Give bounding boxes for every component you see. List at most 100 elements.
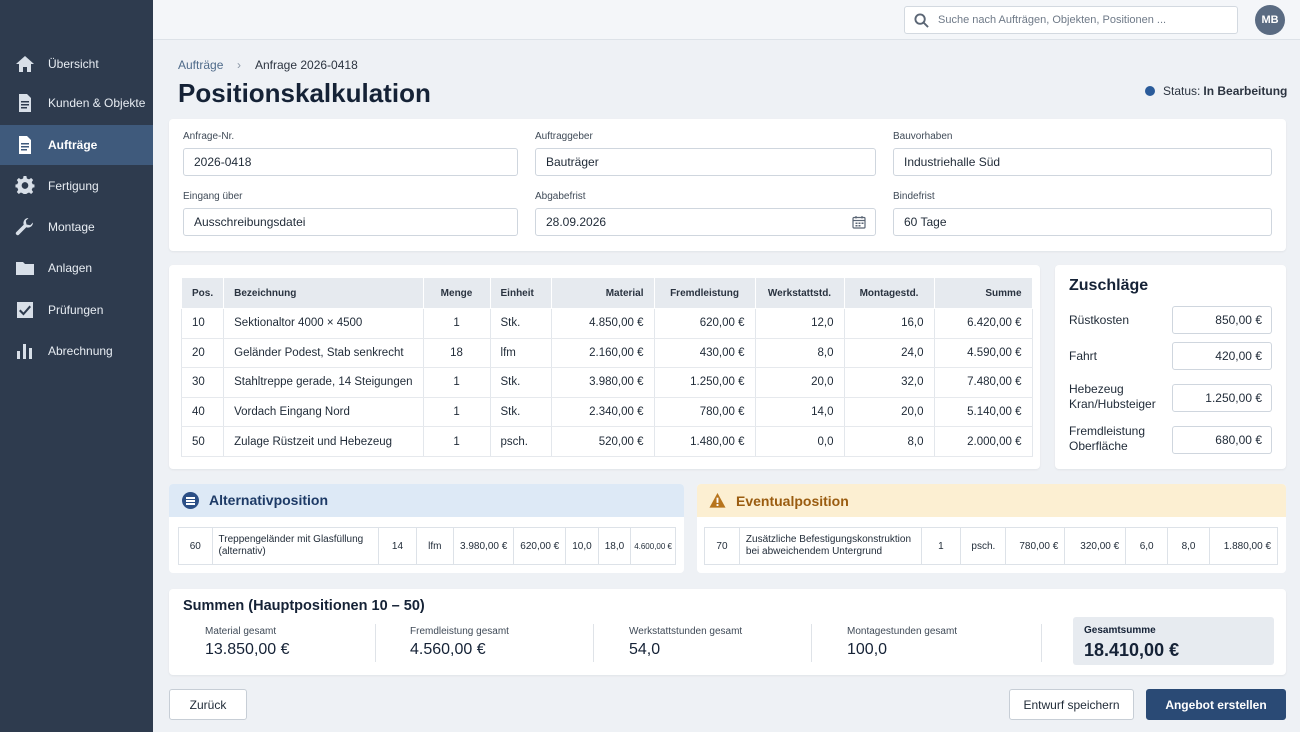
cell-einheit[interactable]: Stk.	[490, 308, 552, 339]
cell-einheit[interactable]: lfm	[490, 338, 552, 369]
table-row[interactable]: 40 Vordach Eingang Nord 1 Stk. 2.340,00 …	[180, 397, 1033, 428]
cell-fremdleistung[interactable]: 620,00 €	[513, 527, 567, 565]
cell-menge[interactable]: 1	[423, 367, 491, 398]
breadcrumb-parent-link[interactable]: Aufträge	[178, 58, 224, 72]
cell-werkstattstd[interactable]: 20,0	[755, 367, 845, 398]
save-draft-button[interactable]: Entwurf speichern	[1009, 689, 1134, 720]
cell-bezeichnung[interactable]: Sektionaltor 4000 × 4500	[223, 308, 424, 339]
search-box[interactable]	[904, 6, 1238, 34]
col-header-pos[interactable]: Pos.	[180, 277, 225, 309]
table-row[interactable]: 30 Stahltreppe gerade, 14 Steigungen 1 S…	[180, 367, 1033, 398]
cell-werkstattstd[interactable]: 8,0	[755, 338, 845, 369]
col-header-werkstattstd[interactable]: Werkstattstd.	[754, 277, 845, 309]
table-row[interactable]: 60 Treppengeländer mit Glasfüllung (alte…	[178, 527, 676, 565]
cell-einheit[interactable]: psch.	[960, 527, 1007, 565]
cell-montagestd[interactable]: 18,0	[597, 527, 632, 565]
eingang-field[interactable]: Ausschreibungsdatei	[183, 208, 518, 236]
sidebar-item-abrechnung[interactable]: Abrechnung	[0, 331, 153, 371]
cell-menge[interactable]: 14	[378, 527, 417, 565]
cell-einheit[interactable]: Stk.	[490, 397, 552, 428]
bauvorhaben-field[interactable]: Industriehalle Süd	[893, 148, 1272, 176]
cell-material[interactable]: 3.980,00 €	[453, 527, 515, 565]
cell-fremdleistung[interactable]: 430,00 €	[654, 338, 756, 369]
sidebar-item-fertigung[interactable]: Fertigung	[0, 166, 153, 206]
sidebar-item-pruefungen[interactable]: Prüfungen	[0, 290, 153, 330]
cell-werkstattstd[interactable]: 0,0	[755, 426, 845, 457]
cell-werkstattstd[interactable]: 12,0	[755, 308, 845, 339]
montagestunden-gesamt-label: Montagestunden gesamt	[847, 626, 958, 637]
cell-material[interactable]: 520,00 €	[551, 426, 655, 457]
cell-menge[interactable]: 1	[423, 308, 491, 339]
ruestkosten-field[interactable]: 850,00 €	[1172, 306, 1272, 334]
fremdleistung-oberflaeche-field[interactable]: 680,00 €	[1172, 426, 1272, 454]
cell-werkstattstd[interactable]: 14,0	[755, 397, 845, 428]
cell-bezeichnung[interactable]: Zusätzliche Befestigungskonstruktion bei…	[738, 527, 922, 565]
montagestunden-gesamt-value: 100,0	[847, 641, 888, 658]
sidebar-item-uebersicht[interactable]: Übersicht	[0, 44, 153, 84]
cell-fremdleistung[interactable]: 620,00 €	[654, 308, 756, 339]
sidebar-item-montage[interactable]: Montage	[0, 207, 153, 247]
cell-einheit[interactable]: Stk.	[490, 367, 552, 398]
cell-bezeichnung[interactable]: Stahltreppe gerade, 14 Steigungen	[223, 367, 424, 398]
anfrage-nr-field[interactable]: 2026-0418	[183, 148, 518, 176]
cell-bezeichnung[interactable]: Geländer Podest, Stab senkrecht	[223, 338, 424, 369]
cell-bezeichnung[interactable]: Treppengeländer mit Glasfüllung (alterna…	[211, 527, 380, 565]
col-header-material[interactable]: Material	[550, 277, 655, 309]
document-icon	[0, 93, 48, 113]
col-header-einheit[interactable]: Einheit	[489, 277, 552, 309]
cell-einheit[interactable]: psch.	[490, 426, 552, 457]
col-header-summe[interactable]: Summe	[933, 277, 1033, 309]
cell-montagestd[interactable]: 20,0	[844, 397, 935, 428]
col-header-menge[interactable]: Menge	[422, 277, 491, 309]
bindefrist-field[interactable]: 60 Tage	[893, 208, 1272, 236]
table-row[interactable]: 20 Geländer Podest, Stab senkrecht 18 lf…	[180, 338, 1033, 369]
sidebar-item-anlagen[interactable]: Anlagen	[0, 248, 153, 288]
cell-menge[interactable]: 1	[920, 527, 962, 565]
col-header-montagestd[interactable]: Montagestd.	[843, 277, 935, 309]
cell-menge[interactable]: 1	[423, 397, 491, 428]
bindefrist-label: Bindefrist	[893, 191, 935, 202]
cell-montagestd[interactable]: 24,0	[844, 338, 935, 369]
cell-montagestd[interactable]: 32,0	[844, 367, 935, 398]
table-row[interactable]: 70 Zusätzliche Befestigungskonstruktion …	[704, 527, 1279, 565]
cell-fremdleistung[interactable]: 320,00 €	[1064, 527, 1127, 565]
bauvorhaben-label: Bauvorhaben	[893, 131, 953, 142]
table-row[interactable]: 50 Zulage Rüstzeit und Hebezeug 1 psch. …	[180, 426, 1033, 457]
hebezeug-field[interactable]: 1.250,00 €	[1172, 384, 1272, 412]
cell-bezeichnung[interactable]: Zulage Rüstzeit und Hebezeug	[223, 426, 424, 457]
create-offer-button[interactable]: Angebot erstellen	[1146, 689, 1286, 720]
cell-montagestd[interactable]: 8,0	[1167, 527, 1210, 565]
cell-werkstattstd[interactable]: 10,0	[565, 527, 599, 565]
cell-fremdleistung[interactable]: 1.480,00 €	[654, 426, 756, 457]
sidebar-item-auftraege[interactable]: Aufträge	[0, 125, 153, 165]
wrench-icon	[0, 217, 48, 237]
cell-material[interactable]: 2.340,00 €	[551, 397, 655, 428]
cell-fremdleistung[interactable]: 780,00 €	[654, 397, 756, 428]
cell-material[interactable]: 3.980,00 €	[551, 367, 655, 398]
abgabefrist-field[interactable]: 28.09.2026	[535, 208, 876, 236]
cell-montagestd[interactable]: 8,0	[844, 426, 935, 457]
table-row[interactable]: 10 Sektionaltor 4000 × 4500 1 Stk. 4.850…	[180, 308, 1033, 339]
cell-bezeichnung[interactable]: Vordach Eingang Nord	[223, 397, 424, 428]
cell-menge[interactable]: 1	[423, 426, 491, 457]
cell-menge[interactable]: 18	[423, 338, 491, 369]
calendar-icon[interactable]	[852, 215, 866, 229]
cell-material[interactable]: 2.160,00 €	[551, 338, 655, 369]
cell-montagestd[interactable]: 16,0	[844, 308, 935, 339]
search-input[interactable]	[938, 14, 1228, 26]
cell-werkstattstd[interactable]: 6,0	[1125, 527, 1169, 565]
gesamtsumme-box: Gesamtsumme 18.410,00 €	[1073, 617, 1274, 665]
auftraggeber-field[interactable]: Bauträger	[535, 148, 876, 176]
cell-material[interactable]: 4.850,00 €	[551, 308, 655, 339]
avatar[interactable]: MB	[1255, 5, 1285, 35]
col-header-fremdleistung[interactable]: Fremdleistung	[653, 277, 756, 309]
cell-fremdleistung[interactable]: 1.250,00 €	[654, 367, 756, 398]
fahrt-field[interactable]: 420,00 €	[1172, 342, 1272, 370]
back-button[interactable]: Zurück	[169, 689, 247, 720]
cell-einheit[interactable]: lfm	[415, 527, 455, 565]
divider	[811, 624, 812, 662]
sidebar-item-kunden[interactable]: Kunden & Objekte	[0, 83, 153, 123]
col-header-bezeichnung[interactable]: Bezeichnung	[223, 277, 424, 309]
cell-material[interactable]: 780,00 €	[1005, 527, 1066, 565]
werkstattstunden-gesamt-value: 54,0	[629, 641, 661, 658]
